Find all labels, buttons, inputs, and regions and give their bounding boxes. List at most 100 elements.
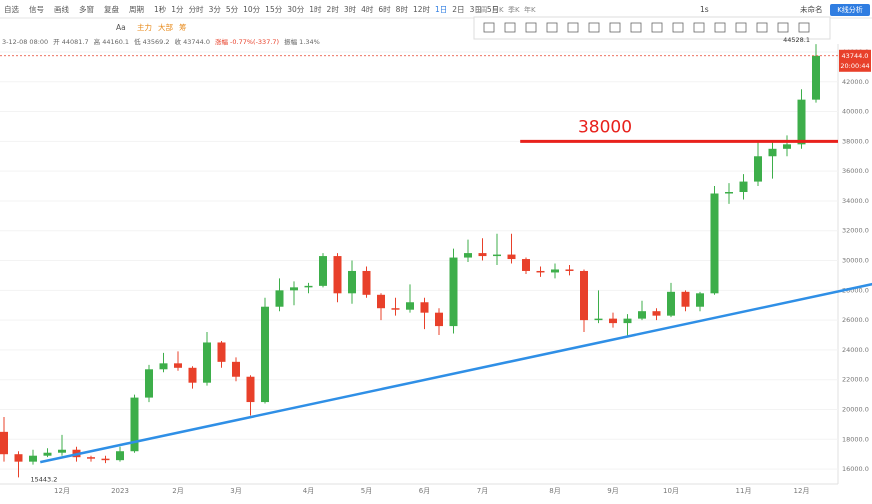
candle-body bbox=[768, 148, 777, 157]
x-tick-label: 2月 bbox=[172, 487, 183, 495]
candle-body bbox=[812, 55, 820, 100]
candle-body bbox=[304, 285, 313, 288]
toolbar-item[interactable]: 15分 bbox=[265, 5, 283, 14]
candle-body bbox=[58, 449, 66, 453]
candle-body bbox=[232, 361, 240, 377]
candle-body bbox=[725, 192, 733, 194]
draw-tool-icon[interactable] bbox=[630, 22, 642, 33]
toolbar-item[interactable]: 30分 bbox=[287, 5, 305, 14]
y-tick-label: 36000.0 bbox=[842, 167, 869, 175]
toolbar-item[interactable]: 3日 bbox=[470, 5, 482, 14]
draw-tool-icon[interactable] bbox=[567, 22, 579, 33]
toolbar-item[interactable]: 2日 bbox=[452, 5, 464, 14]
x-tick-label: 6月 bbox=[419, 487, 430, 495]
draw-tool-icon[interactable] bbox=[693, 22, 705, 33]
toolbar-bg bbox=[0, 0, 872, 18]
toolbar-item[interactable]: 多窗 bbox=[79, 4, 94, 14]
toolbar-item[interactable]: 5日 bbox=[487, 5, 499, 14]
toolbar-item[interactable]: 1日 bbox=[435, 5, 447, 14]
candle-body bbox=[464, 253, 472, 258]
toolbar-item[interactable]: 复盘 bbox=[104, 4, 119, 14]
toolbar-item[interactable]: 8时 bbox=[396, 4, 409, 14]
x-tick-label: 12月 bbox=[794, 487, 810, 495]
candle-body bbox=[507, 254, 516, 260]
y-tick-label: 18000.0 bbox=[842, 435, 869, 443]
draw-tool-icon[interactable] bbox=[735, 22, 747, 33]
toolbar-right[interactable]: 1s bbox=[700, 5, 709, 14]
toolbar-item[interactable]: 1秒 bbox=[154, 4, 167, 14]
y-tick-label: 16000.0 bbox=[842, 465, 869, 473]
low-label: 15443.2 bbox=[31, 475, 58, 483]
y-tick-label: 34000.0 bbox=[842, 197, 869, 205]
draw-tool-icon[interactable] bbox=[483, 22, 495, 33]
draw-tool-icon[interactable] bbox=[756, 22, 768, 33]
candle-body bbox=[609, 318, 617, 324]
x-tick-label: 4月 bbox=[303, 487, 314, 495]
indicator-tool[interactable]: Aa bbox=[116, 23, 126, 32]
toolbar-item[interactable]: 自选 bbox=[4, 4, 19, 14]
palette-item[interactable]: 年K bbox=[524, 5, 536, 14]
toolbar-item[interactable]: 1分 bbox=[171, 5, 184, 14]
toolbar-item[interactable]: 信号 bbox=[29, 4, 44, 14]
trend-line bbox=[39, 282, 872, 464]
candle-body bbox=[0, 431, 8, 455]
indicator-tool[interactable]: 筹 bbox=[179, 22, 187, 32]
palette-item[interactable]: 1周 bbox=[476, 6, 487, 14]
draw-tool-icon[interactable] bbox=[525, 22, 537, 33]
y-tick-label: 42000.0 bbox=[842, 78, 869, 86]
candle-body bbox=[43, 452, 52, 456]
draw-tool-icon[interactable] bbox=[672, 22, 684, 33]
ohlc-info: 低 43569.2 bbox=[134, 37, 169, 46]
analysis-button[interactable] bbox=[830, 4, 870, 16]
draw-tool-icon[interactable] bbox=[798, 22, 810, 33]
draw-tool-icon[interactable] bbox=[714, 22, 726, 33]
candle-body bbox=[580, 270, 588, 321]
toolbar-item[interactable]: 12时 bbox=[413, 4, 431, 14]
candle-body bbox=[246, 376, 255, 403]
toolbar-item[interactable]: 5分 bbox=[226, 5, 239, 14]
x-tick-label: 3月 bbox=[230, 487, 241, 495]
draw-tool-icon[interactable] bbox=[651, 22, 663, 33]
x-tick-label: 8月 bbox=[549, 487, 560, 495]
toolbar-item[interactable]: 6时 bbox=[378, 4, 391, 14]
countdown: 20:00:44 bbox=[840, 62, 869, 70]
palette-item[interactable]: 季K bbox=[508, 5, 520, 14]
y-tick-label: 24000.0 bbox=[842, 346, 869, 354]
last-price-label: 43744.0 bbox=[842, 52, 869, 60]
analysis-button-label[interactable]: K线分析 bbox=[837, 5, 863, 14]
toolbar-item[interactable]: 周期 bbox=[129, 5, 144, 14]
candle-body bbox=[116, 451, 124, 461]
candle-body bbox=[14, 454, 23, 462]
draw-tool-icon[interactable] bbox=[609, 22, 621, 33]
candle-body bbox=[130, 397, 139, 452]
candle-body bbox=[290, 287, 298, 291]
draw-tool-icon[interactable] bbox=[777, 22, 789, 33]
toolbar-item[interactable]: 1时 bbox=[309, 4, 322, 14]
toolbar-item[interactable]: 3分 bbox=[209, 5, 222, 14]
draw-tool-icon[interactable] bbox=[504, 22, 516, 33]
draw-tool-icon[interactable] bbox=[588, 22, 600, 33]
candle-body bbox=[174, 363, 182, 368]
toolbar-item[interactable]: 3时 bbox=[344, 4, 357, 14]
candle-body bbox=[101, 458, 110, 461]
toolbar-item[interactable]: 4时 bbox=[361, 4, 374, 14]
ohlc-info: 高 44160.1 bbox=[94, 37, 129, 46]
toolbar-right[interactable]: 未命名 bbox=[800, 4, 823, 14]
indicator-tool[interactable]: 大部 bbox=[158, 22, 173, 32]
palette-item[interactable]: 月K bbox=[492, 6, 504, 14]
toolbar-item[interactable]: 2时 bbox=[327, 4, 340, 14]
y-tick-label: 32000.0 bbox=[842, 227, 869, 235]
toolbar-item[interactable]: 分时 bbox=[189, 4, 204, 14]
toolbar-item[interactable]: 10分 bbox=[243, 5, 261, 14]
candle-body bbox=[783, 144, 791, 149]
indicator-tool[interactable]: 主力 bbox=[137, 22, 152, 32]
x-tick-label: 10月 bbox=[663, 487, 679, 495]
y-tick-label: 28000.0 bbox=[842, 286, 869, 294]
draw-tool-icon[interactable] bbox=[546, 22, 558, 33]
toolbar-item[interactable]: 画线 bbox=[54, 4, 69, 14]
y-tick-label: 38000.0 bbox=[842, 137, 869, 145]
candle-body bbox=[362, 270, 371, 295]
candle-body bbox=[797, 99, 806, 145]
